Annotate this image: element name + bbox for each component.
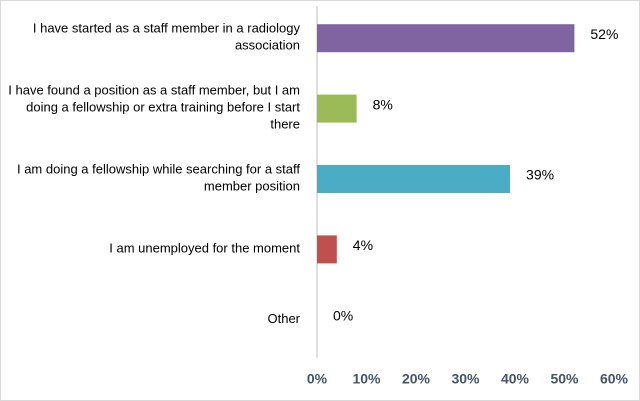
data-label: 52% [590, 26, 618, 42]
bar [317, 94, 357, 123]
x-tick-label: 50% [550, 371, 579, 387]
data-label: 4% [353, 237, 373, 253]
category-label: Other [267, 311, 300, 326]
x-tick-label: 20% [402, 371, 431, 387]
x-tick-label: 0% [307, 371, 328, 387]
x-tick-label: 30% [451, 371, 480, 387]
bar [317, 235, 337, 264]
category-label: I am unemployed for the moment [109, 241, 300, 256]
category-label: I have started as a staff member in a ra… [33, 21, 301, 53]
category-label: I have found a position as a staff membe… [8, 83, 300, 132]
x-tick-label: 60% [600, 371, 629, 387]
category-label: I am doing a fellowship while searching … [17, 162, 300, 194]
x-tick-label: 10% [352, 371, 381, 387]
bar [317, 165, 511, 193]
data-label: 8% [373, 96, 393, 112]
x-tick-label: 40% [501, 371, 530, 387]
data-label: 0% [333, 308, 353, 324]
bar [317, 24, 575, 53]
data-label: 39% [526, 167, 554, 183]
